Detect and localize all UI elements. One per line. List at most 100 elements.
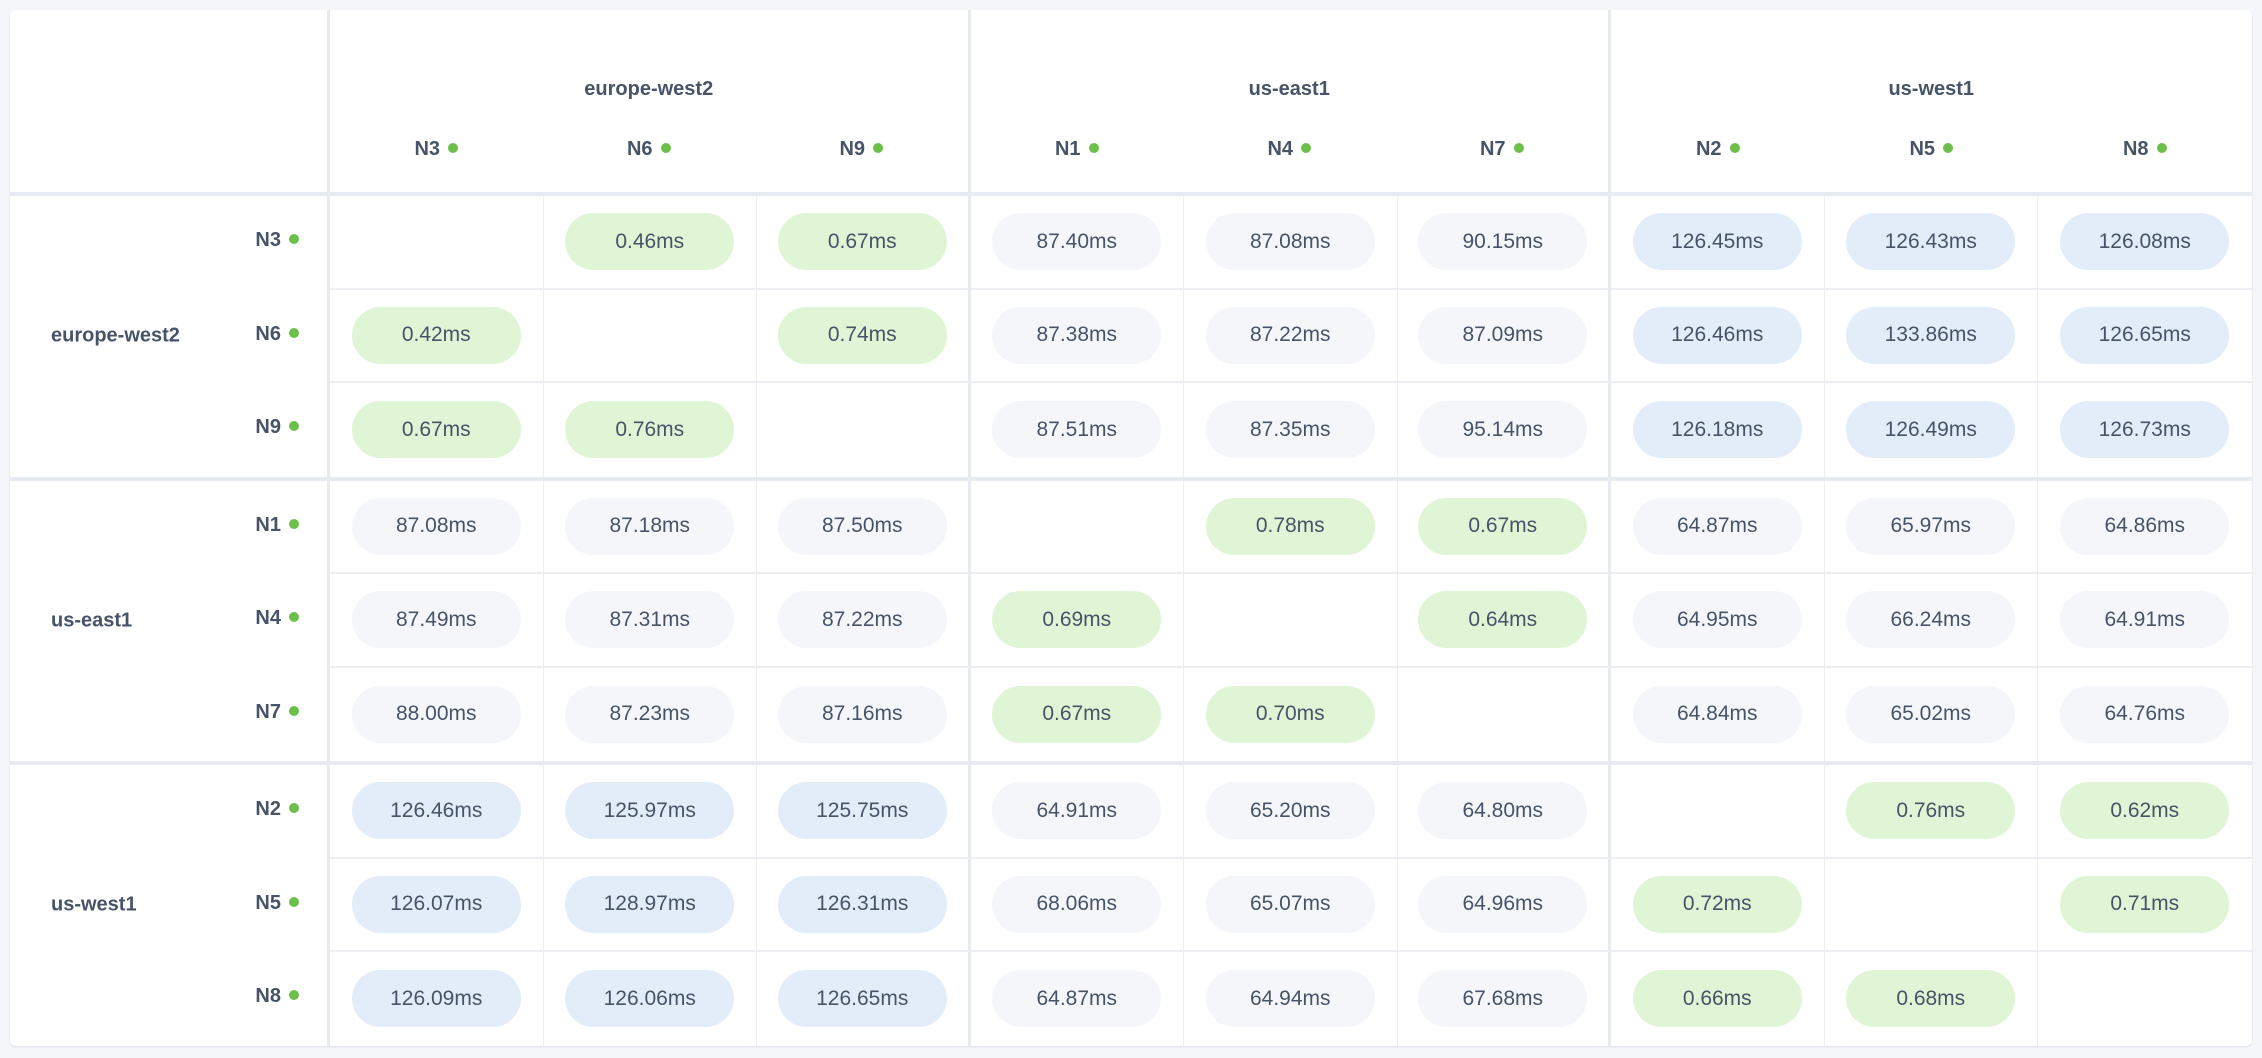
latency-cell (543, 289, 757, 383)
latency-cell: 0.70ms (1184, 667, 1398, 761)
latency-cell: 87.35ms (1184, 383, 1398, 477)
latency-badge: 126.18ms (1632, 401, 1802, 459)
column-node-label: N7 (1396, 138, 1609, 161)
latency-cell: 126.45ms (1611, 196, 1825, 290)
latency-cell: 64.84ms (1611, 667, 1825, 761)
column-node-label: N6 (543, 138, 756, 161)
latency-badge: 65.02ms (1846, 685, 2016, 743)
status-dot-icon (289, 518, 299, 529)
zone-column-header: us-west1 N2 N5 N8 (1611, 10, 2252, 192)
latency-cell (970, 480, 1184, 574)
node-name: N3 (255, 229, 281, 251)
latency-cell: 87.23ms (544, 667, 757, 761)
zone-row-labels: us-east1 N1 N4 N7 (10, 480, 330, 761)
latency-badge: 0.67ms (777, 213, 947, 271)
latency-badge: 0.68ms (1846, 970, 2016, 1028)
latency-badge: 67.68ms (1418, 970, 1588, 1028)
latency-badge: 126.73ms (2060, 401, 2230, 459)
latency-badge: 125.97ms (565, 782, 735, 840)
latency-cell: 65.97ms (1824, 480, 2038, 574)
latency-badge: 88.00ms (351, 685, 521, 743)
node-name: N4 (1267, 138, 1294, 160)
latency-cell: 64.87ms (971, 952, 1184, 1046)
latency-badge: 87.22ms (1205, 306, 1375, 364)
latency-badge: 64.91ms (2060, 591, 2230, 649)
zone-row-group: us-east1 N1 N4 N7 87.08ms 87.18ms 87.50ms 0.78m… (10, 480, 2252, 765)
latency-badge: 87.40ms (992, 213, 1162, 271)
latency-badge: 87.08ms (351, 497, 521, 555)
latency-cell: 87.08ms (1184, 196, 1398, 290)
latency-cell (1824, 858, 2038, 952)
latency-badge: 0.70ms (1205, 685, 1375, 743)
node-name: N3 (414, 138, 441, 160)
latency-cell: 68.06ms (970, 858, 1184, 952)
latency-cell: 87.51ms (971, 383, 1184, 477)
latency-cell: 87.16ms (757, 667, 971, 761)
latency-badge: 0.76ms (565, 401, 735, 459)
latency-cell: 0.68ms (1825, 952, 2038, 1046)
zone-row-group: europe-west2 N3 N6 N9 0.46ms 0.67ms 87.40ms 87.… (10, 196, 2252, 481)
latency-cell: 87.22ms (757, 574, 971, 668)
latency-badge: 0.67ms (1418, 497, 1588, 555)
latency-cell: 90.15ms (1397, 196, 1611, 290)
latency-cell: 64.96ms (1397, 858, 1611, 952)
latency-badge: 126.65ms (2060, 306, 2230, 364)
latency-badge: 133.86ms (1846, 306, 2016, 364)
status-dot-icon (660, 143, 671, 153)
latency-badge: 87.50ms (777, 497, 947, 555)
latency-cell (1184, 574, 1398, 668)
status-dot-icon (1301, 143, 1312, 153)
latency-cell: 0.78ms (1184, 480, 1398, 574)
latency-cell: 0.67ms (971, 667, 1184, 761)
latency-cell: 64.95ms (1611, 574, 1825, 668)
latency-badge: 65.07ms (1205, 875, 1375, 933)
latency-cell: 87.50ms (757, 480, 971, 574)
latency-cell: 126.06ms (544, 952, 757, 1046)
status-dot-icon (289, 421, 299, 431)
latency-badge: 0.72ms (1632, 875, 1802, 933)
latency-badge: 87.18ms (565, 497, 735, 555)
latency-badge: 0.67ms (351, 401, 521, 459)
column-node-label: N1 (971, 138, 1184, 161)
latency-badge: 126.43ms (1846, 213, 2016, 271)
latency-cell: 126.09ms (330, 952, 544, 1046)
latency-cell: 0.71ms (2038, 859, 2252, 952)
latency-badge: 87.16ms (777, 685, 947, 743)
latency-cell: 0.76ms (1824, 765, 2038, 859)
latency-badge: 0.78ms (1205, 497, 1375, 555)
node-name: N7 (1479, 138, 1506, 160)
latency-cell: 64.86ms (2038, 481, 2252, 574)
latency-cell: 87.09ms (1397, 289, 1611, 383)
network-latency-matrix: europe-west2 N3 N6 N9 us-east1 N1 N4 N7 us-west1… (10, 10, 2252, 1046)
latency-cell: 126.43ms (1824, 196, 2038, 290)
zone-row-labels: europe-west2 N3 N6 N9 (10, 196, 330, 477)
latency-badge: 126.08ms (2060, 213, 2230, 271)
node-name: N1 (255, 513, 281, 536)
latency-badge: 87.38ms (992, 306, 1162, 364)
latency-badge: 126.31ms (777, 875, 947, 933)
latency-cell: 65.07ms (1184, 858, 1398, 952)
latency-badge: 125.75ms (777, 782, 947, 840)
matrix-body: europe-west2 N3 N6 N9 0.46ms 0.67ms 87.40ms 87.… (10, 196, 2252, 1046)
latency-cell: 95.14ms (1398, 383, 1611, 477)
latency-cell: 126.65ms (2038, 290, 2252, 383)
latency-badge: 0.74ms (777, 306, 947, 364)
row-node-label: N3 (255, 229, 299, 252)
column-node-label: N8 (2038, 138, 2252, 161)
latency-badge: 126.07ms (351, 875, 521, 933)
latency-cell: 0.64ms (1397, 574, 1611, 668)
status-dot-icon (448, 143, 459, 153)
node-name: N7 (255, 700, 281, 723)
row-node-label: N6 (255, 323, 299, 346)
latency-badge: 0.67ms (992, 685, 1162, 743)
status-dot-icon (1513, 143, 1524, 153)
latency-cell: 64.76ms (2038, 668, 2252, 762)
latency-badge: 87.08ms (1205, 213, 1375, 271)
latency-badge: 126.46ms (1632, 306, 1802, 364)
latency-badge: 87.22ms (777, 591, 947, 649)
status-dot-icon (2156, 143, 2167, 153)
status-dot-icon (1943, 143, 1954, 153)
latency-cell: 125.97ms (543, 765, 757, 859)
latency-cell: 87.08ms (330, 480, 544, 574)
latency-cell: 65.02ms (1825, 667, 2038, 761)
